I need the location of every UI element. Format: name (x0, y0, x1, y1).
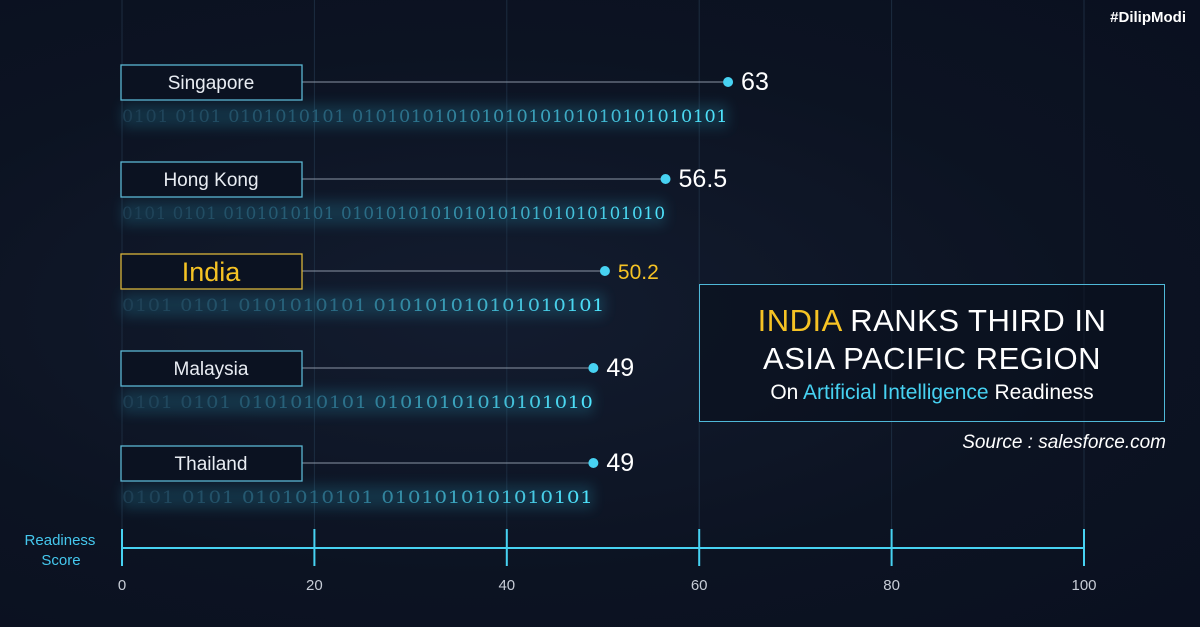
bar-end-dot (599, 266, 610, 276)
headline-line-1-rest: RANKS THIRD IN (841, 303, 1107, 338)
bar-glow (122, 201, 666, 225)
x-tick-label: 40 (498, 577, 515, 594)
bar-end-dot (588, 458, 599, 468)
category-label: Hong Kong (163, 170, 258, 191)
bar-binary-malaysia: 0101 0101 0101010101 01010101010101010 (122, 393, 593, 413)
subtitle-suffix: Readiness (988, 381, 1094, 404)
category-label: India (182, 257, 242, 287)
value-label: 56.5 (679, 165, 728, 193)
category-box (120, 445, 303, 482)
category-box (120, 350, 303, 387)
x-tick-label: 100 (1071, 577, 1096, 594)
headline-line-2: ASIA PACIFIC REGION (763, 341, 1101, 376)
bar-glow (122, 293, 605, 317)
category-label: Singapore (168, 73, 255, 94)
bar-binary-thailand: 0101 0101 0101010101 0101010101010101 (122, 488, 593, 508)
bar-binary-singapore: 0101 0101 0101010101 0101010101010101010… (122, 107, 728, 127)
headline-line-1: INDIA RANKS THIRD IN (700, 302, 1164, 340)
subtitle-highlight: Artificial Intelligence (803, 381, 989, 404)
headline-box: INDIA RANKS THIRD IN ASIA PACIFIC REGION… (699, 284, 1165, 422)
bar-glow (122, 390, 594, 414)
hashtag: #DilipModi (1110, 9, 1186, 26)
value-label: 49 (606, 354, 634, 382)
source-credit: Source : salesforce.com (962, 432, 1166, 453)
x-tick-label: 80 (883, 577, 900, 594)
headline-highlight: INDIA (757, 303, 842, 338)
bar-end-dot (588, 363, 599, 373)
x-tick-label: 20 (306, 577, 323, 594)
bar-glow (122, 485, 594, 509)
category-box (120, 64, 303, 101)
x-axis-title: Readiness Score (25, 532, 96, 569)
x-tick-label: 60 (691, 577, 708, 594)
headline-subtitle: On Artificial Intelligence Readiness (700, 378, 1164, 408)
bar-end-dot (723, 77, 734, 87)
category-box (120, 253, 303, 290)
value-label: 63 (741, 68, 769, 96)
bar-glow (122, 104, 729, 128)
category-box (120, 161, 303, 198)
bar-end-dot (660, 174, 671, 184)
category-label: Thailand (175, 454, 248, 475)
bar-binary-india: 0101 0101 0101010101 010101010101010101 (122, 296, 605, 316)
bar-binary-hong-kong: 0101 0101 0101010101 0101010101010101010… (122, 204, 666, 224)
subtitle-prefix: On (770, 381, 804, 404)
category-label: Malaysia (174, 359, 249, 380)
value-label: 49 (606, 449, 634, 477)
value-label: 50.2 (618, 261, 659, 284)
x-tick-label: 0 (118, 577, 126, 594)
